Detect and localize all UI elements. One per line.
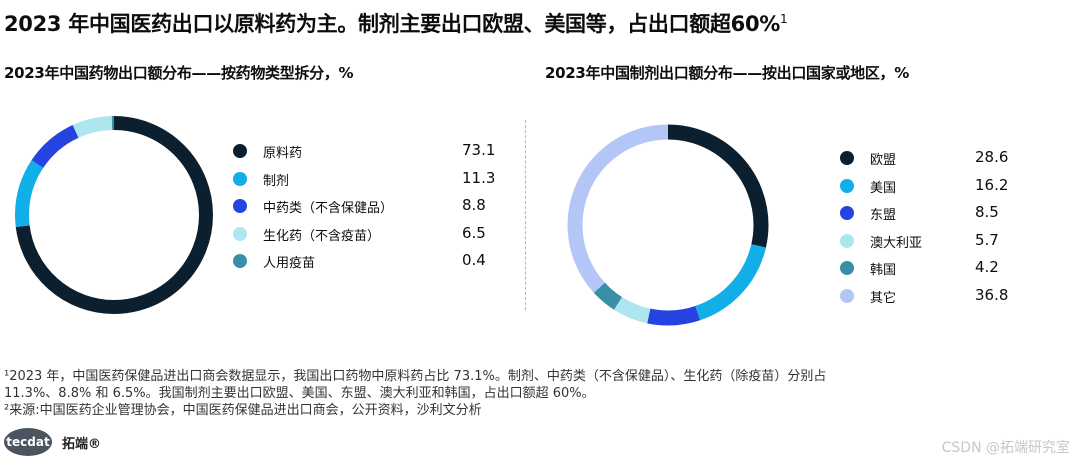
donut-1-slice-5 xyxy=(567,124,769,326)
legend-0-value-4: 0.4 xyxy=(462,251,486,269)
legend-0-value-3: 6.5 xyxy=(462,223,486,242)
legend-0-swatch-2 xyxy=(233,199,247,213)
legend-0-value-0: 73.1 xyxy=(462,141,496,159)
legend-1-label-5: 其它 xyxy=(870,290,897,306)
legend-1-swatch-5 xyxy=(840,288,854,303)
legend-1-swatch-2 xyxy=(840,206,854,220)
legend-0-label-2: 中药类（不含保健品） xyxy=(263,201,394,216)
page-title: 2023 年中国医药出口以原料药为主。制剂主要出口欧盟、美国等，占出口额超60%… xyxy=(4,8,1074,38)
legend-1-value-2: 8.5 xyxy=(975,203,999,221)
legend-1-value-0: 28.6 xyxy=(975,148,1009,166)
legend-1-value-3: 5.7 xyxy=(975,230,999,249)
legend-0-label-0: 原料药 xyxy=(263,146,303,161)
legend-1-label-1: 美国 xyxy=(870,180,897,196)
legend-1-label-2: 东盟 xyxy=(870,208,897,223)
tecdat-logo: tecdat xyxy=(4,428,52,456)
footnote-1-line-1: ¹2023 年，中国医药保健品进出口商会数据显示，我国出口药物中原料药占比 73… xyxy=(4,369,827,384)
legend-1-label-3: 澳大利亚 xyxy=(870,235,923,251)
title-text: 2023 年中国医药出口以原料药为主。制剂主要出口欧盟、美国等，占出口额超60% xyxy=(4,12,781,36)
csdn-watermark: CSDN @拓端研究室 xyxy=(941,440,1070,456)
legend-0-swatch-3 xyxy=(233,226,247,241)
legend-0-swatch-0 xyxy=(233,144,247,158)
donut-0-slice-4 xyxy=(15,116,213,314)
right-chart-title: 2023年中国制剂出口额分布——按出口国家或地区，% xyxy=(545,64,909,82)
legend-1-value-1: 16.2 xyxy=(975,175,1009,194)
title-footnote-marker: 1 xyxy=(780,12,788,26)
donut-1-slice-2 xyxy=(567,124,769,326)
legend-0-value-1: 11.3 xyxy=(462,168,496,187)
legend-0-label-3: 生化药（不含疫苗） xyxy=(263,228,381,244)
left-chart-title: 2023年中国药物出口额分布——按药物类型拆分，% xyxy=(4,64,354,82)
right-donut-chart xyxy=(567,124,769,326)
legend-1-swatch-3 xyxy=(840,233,854,248)
footnote-2-source: ²来源:中国医药企业管理协会，中国医药保健品进出口商会，公开资料，沙利文分析 xyxy=(4,403,482,418)
left-donut-chart xyxy=(15,116,213,314)
legend-1-swatch-0 xyxy=(840,151,854,165)
legend-0-label-1: 制剂 xyxy=(263,173,290,189)
legend-0-swatch-4 xyxy=(233,254,247,268)
legend-1-swatch-1 xyxy=(840,178,854,193)
brand-name: 拓端® xyxy=(62,437,102,452)
legend-0-label-4: 人用疫苗 xyxy=(263,256,316,271)
legend-1-value-5: 36.8 xyxy=(975,285,1009,304)
legend-1-label-4: 韩国 xyxy=(870,263,897,278)
legend-0-swatch-1 xyxy=(233,171,247,186)
legend-1-swatch-4 xyxy=(840,261,854,275)
legend-1-label-0: 欧盟 xyxy=(870,153,897,168)
legend-1-value-4: 4.2 xyxy=(975,258,999,276)
footnote-1-line-2: 11.3%、8.8% 和 6.5%。我国制剂主要出口欧盟、美国、东盟、澳大利亚和… xyxy=(4,386,595,401)
legend-0-value-2: 8.8 xyxy=(462,196,486,214)
donut-0-slice-1 xyxy=(15,116,213,314)
chart-divider xyxy=(525,120,526,310)
